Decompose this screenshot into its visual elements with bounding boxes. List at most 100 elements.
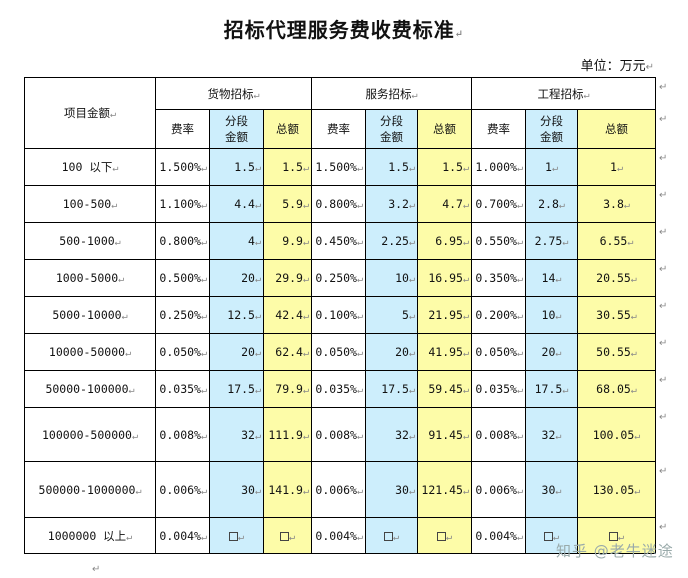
cell-total: 30.55↵	[577, 296, 656, 334]
subheader-rate: 费率	[471, 109, 526, 149]
cell-rate: 0.800%↵	[155, 222, 210, 260]
subheader-rate: 费率	[311, 109, 366, 149]
cell-segment-amount: 1.5↵	[365, 148, 418, 186]
cell-total: 1.5↵	[263, 148, 312, 186]
header-item-amount: 项目金额↵	[24, 77, 156, 149]
cell-segment-amount: 20↵	[209, 259, 264, 297]
table-row: 5000-10000↵ 0.250%↵ 12.5↵ 42.4↵ 0.100%↵ 5↵ 21.…	[24, 296, 656, 334]
row-end-mark: ↵	[659, 189, 668, 201]
row-amount-range: 100 以下↵	[24, 148, 156, 186]
empty-box-glyph	[543, 531, 553, 541]
cell-rate: 0.004%↵	[311, 517, 366, 554]
row-end-mark: ↵	[659, 152, 668, 164]
cell-segment-amount: 17.5↵	[365, 370, 418, 408]
cell-total: 111.9↵	[263, 407, 312, 462]
row-amount-range: 50000-100000↵	[24, 370, 156, 408]
cell-segment-amount: 2.8↵	[525, 185, 578, 223]
cell-rate: 0.550%↵	[471, 222, 526, 260]
cell-total: 79.9↵	[263, 370, 312, 408]
cell-segment-amount: 14↵	[525, 259, 578, 297]
cell-rate: 1.500%↵	[155, 148, 210, 186]
table-row: 100-500↵ 1.100%↵ 4.4↵ 5.9↵ 0.800%↵ 3.2↵ 4.7↵ 0.…	[24, 185, 656, 223]
cell-total: ↵	[577, 517, 656, 554]
document-title: 招标代理服务费收费标准↵	[223, 18, 465, 42]
cell-segment-amount: 1↵	[525, 148, 578, 186]
cell-segment-amount: 2.25↵	[365, 222, 418, 260]
cell-total: 5.9↵	[263, 185, 312, 223]
cell-total: 68.05↵	[577, 370, 656, 408]
cell-rate: 0.200%↵	[471, 296, 526, 334]
cell-segment-amount: ↵	[209, 517, 264, 554]
cell-segment-amount: 4↵	[209, 222, 264, 260]
subheader-segment-amount: 分段 金额	[365, 109, 418, 149]
row-end-mark: ↵	[659, 300, 668, 312]
row-amount-range: 500-1000↵	[24, 222, 156, 260]
cell-total: 20.55↵	[577, 259, 656, 297]
row-amount-range: 100-500↵	[24, 185, 156, 223]
cell-rate: 0.350%↵	[471, 259, 526, 297]
cell-total: 41.95↵	[417, 333, 472, 371]
row-end-mark: ↵	[659, 374, 668, 386]
empty-box-glyph	[383, 531, 393, 541]
cell-total: 29.9↵	[263, 259, 312, 297]
row-amount-range: 100000-500000↵	[24, 407, 156, 462]
cell-rate: 0.008%↵	[155, 407, 210, 462]
cell-segment-amount: 32↵	[525, 407, 578, 462]
cell-segment-amount: 20↵	[525, 333, 578, 371]
cell-segment-amount: 20↵	[209, 333, 264, 371]
cell-rate: 0.006%↵	[311, 461, 366, 518]
row-amount-range: 1000000 以上↵	[24, 517, 156, 554]
bottom-paragraph-mark: ↵	[92, 564, 101, 575]
cell-total: ↵	[417, 517, 472, 554]
cell-segment-amount: ↵	[525, 517, 578, 554]
cell-rate: 0.500%↵	[155, 259, 210, 297]
table-row: 500000-1000000↵ 0.006%↵ 30↵ 141.9↵ 0.006%↵ 30…	[24, 461, 656, 518]
cell-total: 50.55↵	[577, 333, 656, 371]
cell-rate: 0.250%↵	[155, 296, 210, 334]
empty-box-glyph	[436, 531, 446, 541]
row-end-mark: ↵	[659, 465, 668, 477]
cell-rate: 0.035%↵	[311, 370, 366, 408]
table-row: 10000-50000↵ 0.050%↵ 20↵ 62.4↵ 0.050%↵ 20↵ 41.…	[24, 333, 656, 371]
cell-segment-amount: 17.5↵	[209, 370, 264, 408]
cell-total: 16.95↵	[417, 259, 472, 297]
header-services: 服务招标↵	[311, 77, 472, 110]
cell-segment-amount: 32↵	[365, 407, 418, 462]
cell-total: 42.4↵	[263, 296, 312, 334]
cell-segment-amount: 10↵	[525, 296, 578, 334]
cell-total: 100.05↵	[577, 407, 656, 462]
cell-segment-amount: 3.2↵	[365, 185, 418, 223]
row-end-mark: ↵	[659, 521, 668, 533]
table-row: 500-1000↵ 0.800%↵ 4↵ 9.9↵ 0.450%↵ 2.25↵ 6.95↵ 0…	[24, 222, 656, 260]
row-end-mark: ↵	[659, 411, 668, 423]
subheader-segment-amount: 分段 金额	[525, 109, 578, 149]
cell-rate: 0.250%↵	[311, 259, 366, 297]
cell-rate: 0.008%↵	[311, 407, 366, 462]
row-amount-range: 1000-5000↵	[24, 259, 156, 297]
cell-rate: 0.050%↵	[471, 333, 526, 371]
row-end-mark: ↵	[659, 226, 668, 238]
cell-rate: 0.008%↵	[471, 407, 526, 462]
cell-segment-amount: 4.4↵	[209, 185, 264, 223]
row-end-mark: ↵	[659, 337, 668, 349]
cell-total: 9.9↵	[263, 222, 312, 260]
cell-rate: 1.100%↵	[155, 185, 210, 223]
unit-label: 单位：万元↵	[580, 59, 654, 74]
cell-rate: 0.035%↵	[471, 370, 526, 408]
cell-segment-amount: 12.5↵	[209, 296, 264, 334]
cell-total: 6.55↵	[577, 222, 656, 260]
cell-total: 91.45↵	[417, 407, 472, 462]
empty-box-glyph	[608, 531, 618, 541]
row-amount-range: 10000-50000↵	[24, 333, 156, 371]
subheader-total: 总额	[263, 109, 312, 149]
table-row: 1000-5000↵ 0.500%↵ 20↵ 29.9↵ 0.250%↵ 10↵ 16.95…	[24, 259, 656, 297]
cell-rate: 0.050%↵	[155, 333, 210, 371]
cell-segment-amount: 30↵	[209, 461, 264, 518]
cell-rate: 0.006%↵	[471, 461, 526, 518]
cell-rate: 0.050%↵	[311, 333, 366, 371]
empty-box-glyph	[228, 531, 238, 541]
fee-table: 项目金额↵ 货物招标↵ 服务招标↵ 工程招标↵ 费率 分段 金额 总额 费率 分段 金额 总额…	[24, 77, 656, 554]
cell-segment-amount: 20↵	[365, 333, 418, 371]
cell-rate: 0.700%↵	[471, 185, 526, 223]
cell-total: 141.9↵	[263, 461, 312, 518]
